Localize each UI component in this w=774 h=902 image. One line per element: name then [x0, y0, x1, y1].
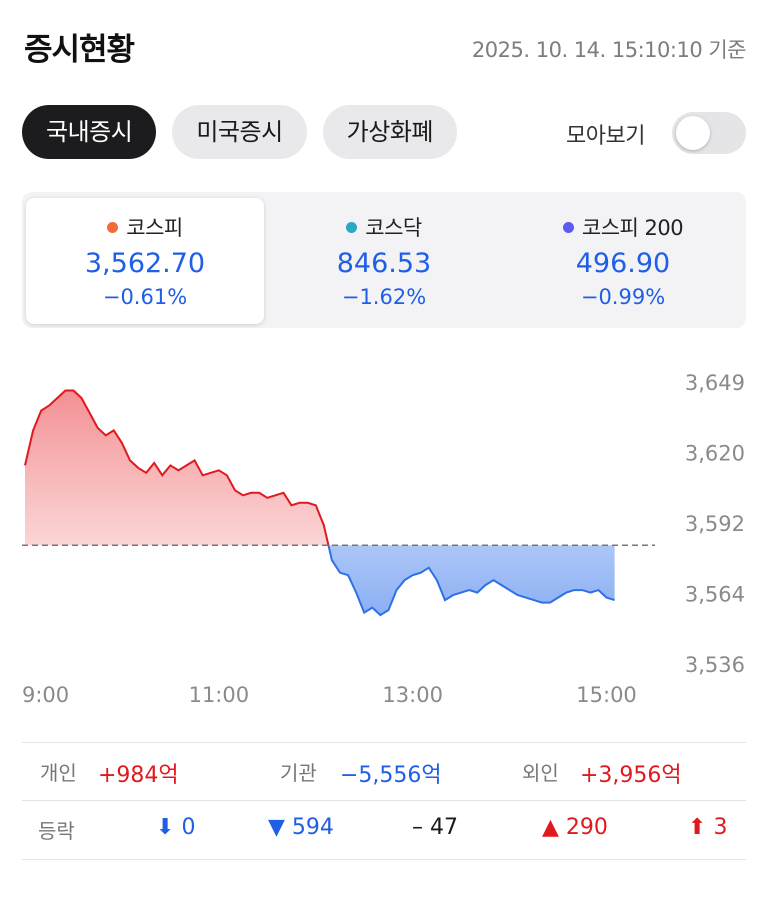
- limit-down-count: ⬇ 0: [156, 815, 196, 840]
- y-tick-label: 3,592: [685, 512, 745, 536]
- toggle-label: 모아보기: [566, 124, 645, 149]
- index-card-kosdaq[interactable]: 코스닥 846.53 −1.62%: [265, 198, 503, 324]
- investor-label: 외인: [522, 761, 559, 785]
- tab-us[interactable]: 미국증시: [172, 105, 307, 159]
- dash-icon: –: [412, 815, 423, 840]
- investor-value: +3,956억: [580, 763, 682, 788]
- investor-value: +984억: [98, 763, 179, 788]
- area-fill-down: [328, 545, 615, 616]
- index-change: −0.99%: [580, 285, 666, 309]
- index-change: −1.62%: [341, 285, 427, 309]
- page-title: 증시현황: [24, 32, 135, 68]
- investor-value: −5,556억: [340, 763, 442, 788]
- dot-icon: [562, 221, 574, 233]
- investor-row: 개인 +984억 기관 −5,556억 외인 +3,956억: [22, 742, 746, 801]
- toggle-knob: [676, 116, 710, 150]
- y-tick-label: 3,649: [685, 371, 745, 395]
- index-change: −0.61%: [102, 285, 188, 309]
- triangle-up-icon: ▲: [542, 815, 559, 840]
- view-all-toggle[interactable]: [672, 112, 746, 154]
- investor-label: 개인: [40, 761, 77, 785]
- breadth-row: 등락 ⬇ 0 ▼ 594 – 47 ▲ 290 ⬆ 3: [22, 800, 746, 860]
- index-value: 846.53: [336, 248, 432, 279]
- index-name: 코스닥: [365, 216, 422, 240]
- advance-count: ▲ 290: [542, 815, 608, 840]
- limit-up-count: ⬆ 3: [688, 815, 728, 840]
- arrow-up-icon: ⬆: [688, 815, 707, 840]
- investor-label: 기관: [280, 761, 317, 785]
- series-line-down: [327, 545, 615, 617]
- breadth-label: 등락: [38, 819, 75, 843]
- index-panel: 코스피 3,562.70 −0.61% 코스닥 846.53 −1.62% 코스…: [22, 192, 746, 328]
- y-tick-label: 3,620: [685, 442, 745, 466]
- index-card-kospi200[interactable]: 코스피 200 496.90 −0.99%: [504, 198, 742, 324]
- timestamp: 2025. 10. 14. 15:10:10 기준: [471, 38, 747, 62]
- x-tick-label: 11:00: [189, 683, 250, 707]
- tab-crypto[interactable]: 가상화폐: [322, 105, 457, 159]
- index-card-kospi[interactable]: 코스피 3,562.70 −0.61%: [26, 198, 264, 324]
- x-tick-label: 9:00: [22, 683, 69, 707]
- dot-icon: [346, 221, 358, 233]
- market-tabs: 국내증시 미국증시 가상화폐: [22, 105, 457, 159]
- y-tick-label: 3,564: [685, 583, 745, 607]
- index-value: 496.90: [575, 248, 671, 279]
- y-tick-label: 3,536: [685, 653, 745, 677]
- x-tick-label: 15:00: [576, 683, 637, 707]
- arrow-down-icon: ⬇: [156, 815, 175, 840]
- x-tick-label: 13:00: [382, 683, 443, 707]
- decline-count: ▼ 594: [268, 815, 334, 840]
- tab-domestic[interactable]: 국내증시: [22, 105, 157, 159]
- index-value: 3,562.70: [84, 248, 206, 279]
- index-name: 코스피: [126, 216, 183, 240]
- triangle-down-icon: ▼: [268, 815, 285, 840]
- dot-icon: [107, 221, 119, 233]
- index-name: 코스피 200: [581, 216, 684, 240]
- area-fill-up: [25, 390, 615, 546]
- series-line-up: [24, 389, 330, 546]
- index-chart: 3,649 3,620 3,592 3,564 3,536 9:00 11:00 13:00 1…: [22, 371, 745, 707]
- unchanged-count: – 47: [412, 815, 458, 840]
